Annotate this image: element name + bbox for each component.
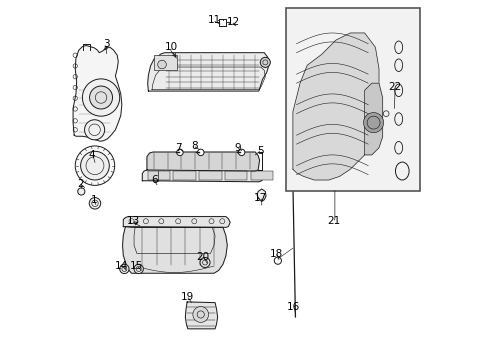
Text: 12: 12: [226, 17, 240, 27]
Text: 10: 10: [164, 42, 177, 52]
Circle shape: [176, 149, 183, 156]
Bar: [250, 171, 273, 180]
Bar: [199, 171, 221, 180]
Polygon shape: [147, 53, 268, 91]
Text: 9: 9: [234, 143, 240, 153]
Text: 1: 1: [90, 195, 97, 205]
Circle shape: [78, 188, 85, 195]
Polygon shape: [73, 45, 122, 141]
Text: 4: 4: [89, 150, 95, 160]
Circle shape: [238, 149, 244, 156]
Text: 17: 17: [253, 193, 267, 203]
Circle shape: [158, 60, 166, 69]
Text: 2: 2: [77, 179, 83, 189]
Polygon shape: [122, 226, 227, 273]
Text: 11: 11: [207, 15, 220, 26]
Circle shape: [197, 149, 203, 156]
Text: 7: 7: [175, 143, 181, 153]
Text: 18: 18: [269, 248, 283, 258]
Polygon shape: [292, 33, 378, 180]
Text: 15: 15: [130, 261, 143, 271]
Bar: [154, 55, 177, 69]
Text: 13: 13: [126, 216, 140, 226]
Polygon shape: [142, 170, 263, 182]
Circle shape: [134, 264, 143, 274]
Polygon shape: [147, 152, 259, 171]
Bar: [173, 171, 195, 180]
Bar: [224, 171, 247, 180]
Polygon shape: [364, 83, 382, 155]
Text: 6: 6: [150, 175, 157, 185]
Circle shape: [260, 57, 270, 67]
Polygon shape: [185, 302, 217, 329]
Circle shape: [82, 79, 120, 116]
Text: 21: 21: [327, 216, 340, 226]
Circle shape: [120, 264, 129, 274]
Bar: [147, 171, 169, 180]
Text: 14: 14: [115, 261, 128, 271]
Bar: [285, 8, 419, 191]
Text: 16: 16: [286, 302, 300, 312]
Circle shape: [363, 113, 383, 133]
Polygon shape: [257, 189, 265, 202]
Circle shape: [200, 257, 210, 267]
Text: 8: 8: [191, 141, 197, 151]
Text: 3: 3: [103, 39, 109, 49]
Circle shape: [75, 146, 115, 185]
Text: 22: 22: [387, 82, 401, 92]
Circle shape: [81, 151, 109, 180]
Circle shape: [89, 198, 101, 209]
Circle shape: [84, 120, 104, 140]
Circle shape: [89, 86, 112, 109]
Text: 5: 5: [257, 146, 264, 156]
Circle shape: [192, 307, 208, 322]
Polygon shape: [123, 217, 230, 227]
Text: 19: 19: [180, 292, 193, 302]
Text: 20: 20: [196, 252, 209, 262]
